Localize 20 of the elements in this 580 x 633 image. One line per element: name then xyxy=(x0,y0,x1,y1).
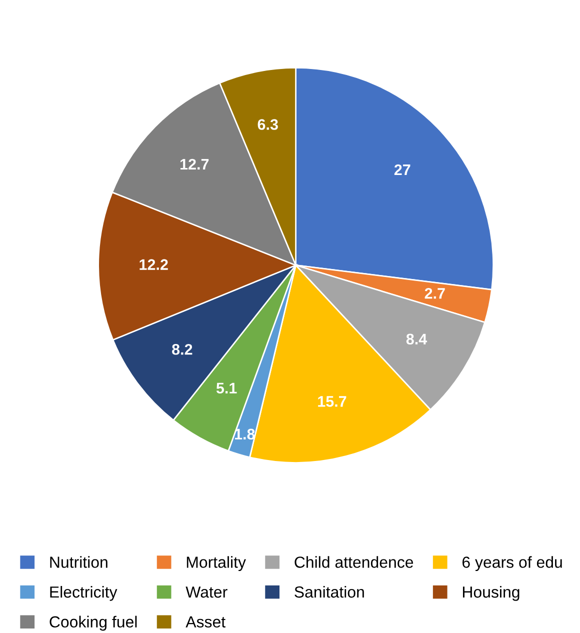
data-label: 5.1 xyxy=(216,382,237,394)
legend-label: Housing xyxy=(462,586,520,601)
data-label: 6.3 xyxy=(258,119,278,130)
legend-label: Electricity xyxy=(50,586,118,601)
legend-label: Nutrition xyxy=(50,556,108,568)
legend-label: Mortality xyxy=(186,556,246,572)
legend-label: Child attendence xyxy=(294,556,414,568)
legend-label: Asset xyxy=(186,616,226,628)
data-label: 12.7 xyxy=(180,158,209,170)
legend-label: Water xyxy=(186,586,228,598)
data-label: 8.4 xyxy=(406,334,428,345)
data-label: 15.7 xyxy=(318,396,346,407)
data-label: 27 xyxy=(394,164,410,176)
data-label: 2.7 xyxy=(424,288,445,299)
data-label: 1.8 xyxy=(235,428,255,440)
legend-label: 6 years of edu xyxy=(462,556,562,572)
legend-label: Sanitation xyxy=(294,586,364,598)
data-label: 8.2 xyxy=(172,344,192,355)
legend-label: Cooking fuel xyxy=(50,616,137,631)
data-label: 12.2 xyxy=(140,259,168,270)
